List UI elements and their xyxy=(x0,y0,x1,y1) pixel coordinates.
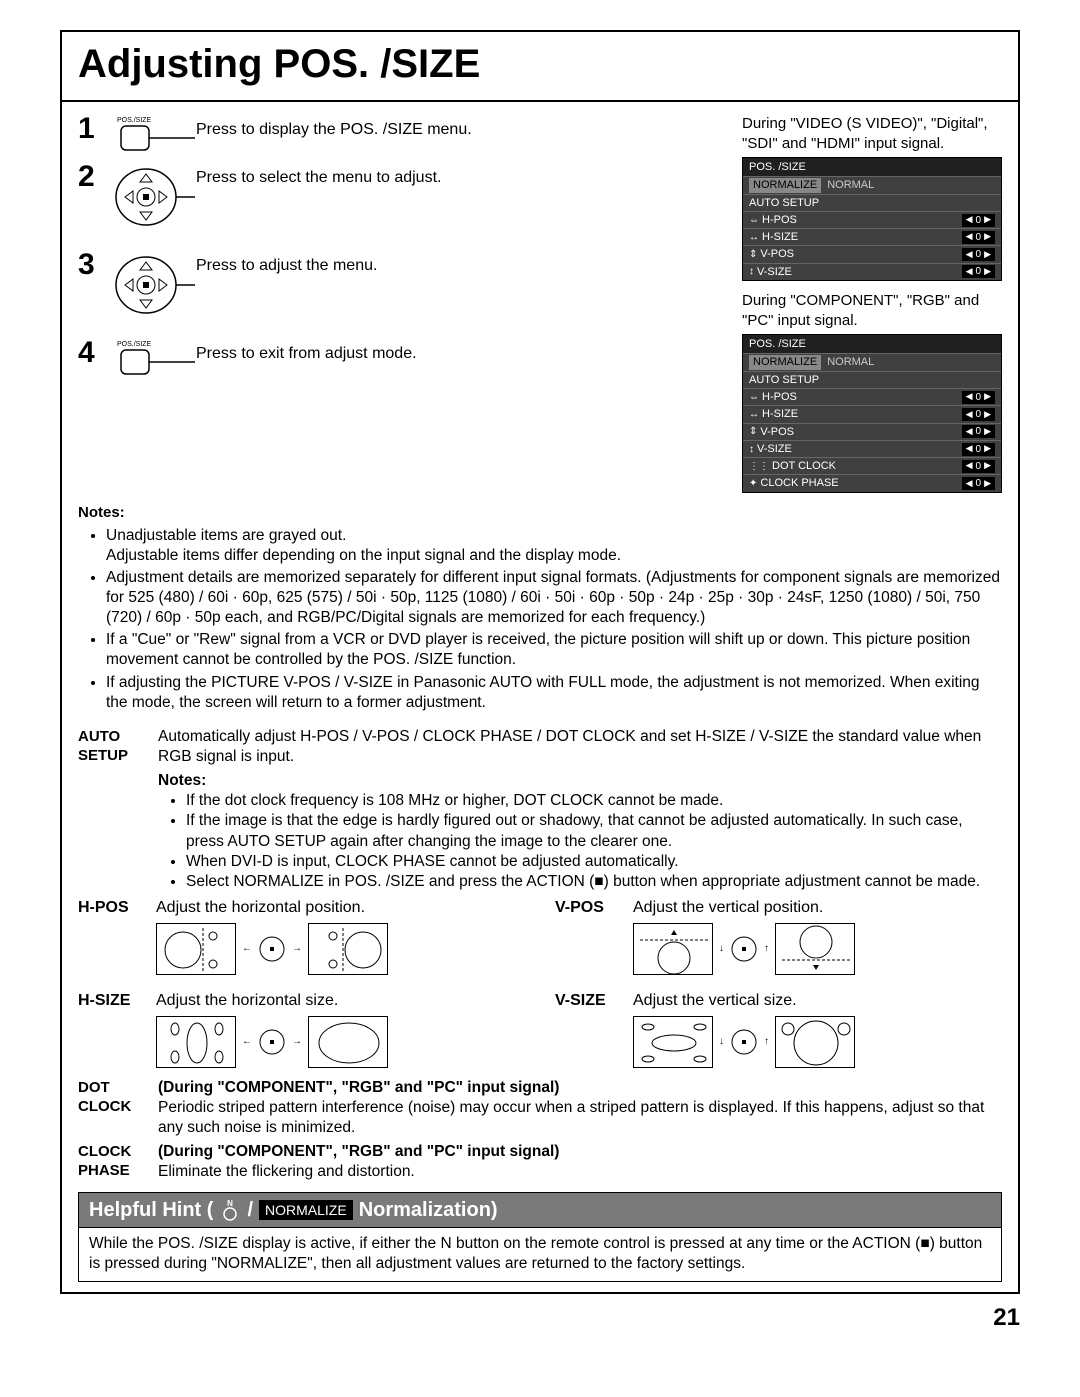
vsize-icon: ↕ xyxy=(749,265,754,278)
step-text: Press to exit from adjust mode. xyxy=(196,338,722,365)
def-desc: Automatically adjust H-POS / V-POS / CLO… xyxy=(158,727,1002,892)
steps-column: 1 POS./SIZE Press to display the POS. /S… xyxy=(78,114,722,503)
osd-panel-full: POS. /SIZE NORMALIZE NORMAL AUTO SETUP ⇔… xyxy=(742,334,1002,493)
arrow-up-icon: ↑ xyxy=(764,942,769,955)
osd-row-vsize: ↕V-SIZE ◀0▶ xyxy=(743,263,1001,280)
hsize-icon: ↔ xyxy=(749,231,759,244)
dpad-icon xyxy=(730,935,758,963)
step-3: 3 Press to adjust the menu. xyxy=(78,250,722,320)
osd-row-dotclock: ⋮⋮DOT CLOCK ◀0▶ xyxy=(743,457,1001,474)
size-row: H-SIZE Adjust the horizontal size. ← → V… xyxy=(78,991,1002,1078)
pos-size-button-icon: POS./SIZE xyxy=(112,114,196,156)
note-item: Adjustment details are memorized separat… xyxy=(106,568,1002,628)
osd-title: POS. /SIZE xyxy=(743,158,1001,176)
note-item: If adjusting the PICTURE V-POS / V-SIZE … xyxy=(106,673,1002,713)
notes-list: Unadjustable items are grayed out. Adjus… xyxy=(106,526,1002,713)
osd-autosetup-row: AUTO SETUP xyxy=(743,371,1001,388)
osd-row-vpos: ⇕V-POS ◀0▶ xyxy=(743,423,1001,440)
svg-text:N: N xyxy=(228,1199,234,1208)
hpos-icon: ⇔ xyxy=(749,214,759,227)
step-text: Press to adjust the menu. xyxy=(196,250,722,277)
hint-bar: Helpful Hint ( N / NORMALIZE Normalizati… xyxy=(78,1192,1002,1228)
note-item: Unadjustable items are grayed out. Adjus… xyxy=(106,526,1002,566)
osd-row-hpos: ⇔H-POS ◀0▶ xyxy=(743,211,1001,228)
osd-column: During "VIDEO (S VIDEO)", "Digital", "SD… xyxy=(742,114,1002,503)
step-text: Press to display the POS. /SIZE menu. xyxy=(196,114,722,141)
vpos-diagram: ↓ ↑ xyxy=(633,923,1002,975)
hpos-diagram: ← → xyxy=(156,923,525,975)
step-1: 1 POS./SIZE Press to display the POS. /S… xyxy=(78,114,722,156)
dpad-icon xyxy=(258,935,286,963)
notes-section: Notes: Unadjustable items are grayed out… xyxy=(78,503,1002,713)
arrow-right-icon: → xyxy=(292,942,302,955)
arrow-left-icon: ← xyxy=(242,942,252,955)
def-auto-setup: AUTO SETUP Automatically adjust H-POS / … xyxy=(78,727,1002,892)
osd-row-hsize: ↔H-SIZE ◀0▶ xyxy=(743,405,1001,422)
osd-row-hsize: ↔H-SIZE ◀0▶ xyxy=(743,228,1001,245)
osd-row-vsize: ↕V-SIZE ◀0▶ xyxy=(743,440,1001,457)
arrow-down-icon: ↓ xyxy=(719,942,724,955)
osd-row-vpos: ⇕V-POS ◀0▶ xyxy=(743,245,1001,262)
normalize-chip: NORMALIZE xyxy=(259,1200,353,1220)
step-2: 2 Press to select the menu to adjust. xyxy=(78,162,722,232)
step-number: 4 xyxy=(78,338,112,368)
pos-row: H-POS Adjust the horizontal position. ← … xyxy=(78,898,1002,985)
osd-row-clockphase: ✦CLOCK PHASE ◀0▶ xyxy=(743,474,1001,491)
pos-size-button-icon: POS./SIZE xyxy=(112,338,196,380)
dpad-icon xyxy=(730,1028,758,1056)
dpad-leftright-icon xyxy=(112,250,196,320)
definitions: AUTO SETUP Automatically adjust H-POS / … xyxy=(78,727,1002,1182)
svg-text:POS./SIZE: POS./SIZE xyxy=(117,341,152,348)
osd-autosetup-row: AUTO SETUP xyxy=(743,194,1001,211)
auto-setup-notes: If the dot clock frequency is 108 MHz or… xyxy=(172,791,1002,892)
vsize-diagram: ↓ ↑ xyxy=(633,1016,1002,1068)
page-frame: Adjusting POS. /SIZE 1 POS./SIZE Press t… xyxy=(60,30,1020,1294)
notes-label: Notes: xyxy=(158,771,1002,791)
dpad-updown-icon xyxy=(112,162,196,232)
step-number: 1 xyxy=(78,114,112,144)
vpos-icon: ⇕ xyxy=(749,248,757,261)
step-4: 4 POS./SIZE Press to exit from adjust mo… xyxy=(78,338,722,380)
page-number: 21 xyxy=(60,1302,1020,1333)
step-number: 2 xyxy=(78,162,112,192)
def-vsize: V-SIZE Adjust the vertical size. ↓ ↑ xyxy=(555,991,1002,1078)
pos-size-label-icon: POS./SIZE xyxy=(117,117,152,124)
osd-panel-basic: POS. /SIZE NORMALIZE NORMAL AUTO SETUP ⇔… xyxy=(742,157,1002,281)
osd-row-hpos: ⇔H-POS ◀0▶ xyxy=(743,388,1001,405)
osd-title: POS. /SIZE xyxy=(743,335,1001,353)
osd-caption-1: During "VIDEO (S VIDEO)", "Digital", "SD… xyxy=(742,114,1002,153)
osd-normalize-row: NORMALIZE NORMAL xyxy=(743,176,1001,193)
step-number: 3 xyxy=(78,250,112,280)
osd-normalize-row: NORMALIZE NORMAL xyxy=(743,353,1001,370)
step-text: Press to select the menu to adjust. xyxy=(196,162,722,189)
hint-body: While the POS. /SIZE display is active, … xyxy=(78,1228,1002,1281)
n-button-icon: N xyxy=(219,1199,241,1221)
note-item: Select NORMALIZE in POS. /SIZE and press… xyxy=(186,872,1002,892)
def-hsize: H-SIZE Adjust the horizontal size. ← → xyxy=(78,991,525,1078)
dpad-icon xyxy=(258,1028,286,1056)
hsize-diagram: ← → xyxy=(156,1016,525,1068)
page-title: Adjusting POS. /SIZE xyxy=(62,32,1018,102)
def-clockphase: CLOCK PHASE (During "COMPONENT", "RGB" a… xyxy=(78,1142,1002,1182)
note-item: If the image is that the edge is hardly … xyxy=(186,811,1002,851)
top-row: 1 POS./SIZE Press to display the POS. /S… xyxy=(78,114,1002,503)
notes-label: Notes: xyxy=(78,504,125,521)
content-area: 1 POS./SIZE Press to display the POS. /S… xyxy=(62,102,1018,1292)
osd-caption-2: During "COMPONENT", "RGB" and "PC" input… xyxy=(742,291,1002,330)
def-dotclock: DOT CLOCK (During "COMPONENT", "RGB" and… xyxy=(78,1078,1002,1138)
note-item: If a "Cue" or "Rew" signal from a VCR or… xyxy=(106,630,1002,670)
note-item: When DVI-D is input, CLOCK PHASE cannot … xyxy=(186,852,1002,872)
note-item: If the dot clock frequency is 108 MHz or… xyxy=(186,791,1002,811)
def-hpos: H-POS Adjust the horizontal position. ← … xyxy=(78,898,525,985)
def-vpos: V-POS Adjust the vertical position. ↓ ↑ xyxy=(555,898,1002,985)
def-term: AUTO SETUP xyxy=(78,727,158,892)
